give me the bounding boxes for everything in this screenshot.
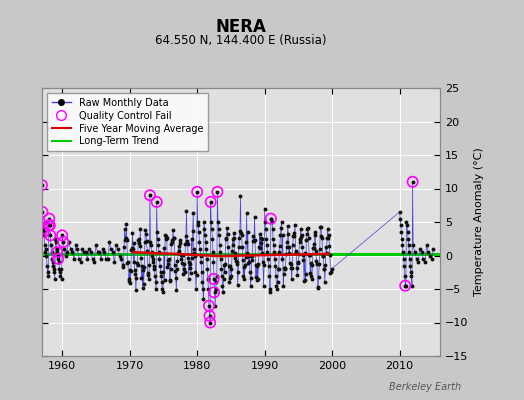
Point — [53, 249, 61, 255]
Point — [206, 319, 214, 326]
Point — [38, 182, 46, 188]
Point — [152, 199, 161, 205]
Point — [45, 222, 53, 228]
Point — [267, 216, 275, 222]
Point — [58, 232, 67, 238]
Point — [193, 189, 201, 195]
Point — [46, 222, 54, 228]
Point — [54, 256, 62, 262]
Point — [39, 229, 48, 235]
Text: 64.550 N, 144.400 E (Russia): 64.550 N, 144.400 E (Russia) — [155, 34, 327, 47]
Point — [45, 216, 53, 222]
Point — [39, 226, 47, 232]
Point — [38, 209, 47, 215]
Point — [209, 276, 217, 282]
Legend: Raw Monthly Data, Quality Control Fail, Five Year Moving Average, Long-Term Tren: Raw Monthly Data, Quality Control Fail, … — [47, 93, 208, 151]
Point — [401, 282, 409, 289]
Point — [205, 302, 213, 309]
Point — [206, 199, 215, 205]
Point — [210, 289, 218, 296]
Point — [59, 239, 68, 245]
Point — [205, 313, 214, 319]
Point — [213, 189, 222, 195]
Text: Berkeley Earth: Berkeley Earth — [389, 382, 461, 392]
Point — [46, 232, 54, 238]
Point — [408, 178, 417, 185]
Text: NERA: NERA — [215, 18, 267, 36]
Y-axis label: Temperature Anomaly (°C): Temperature Anomaly (°C) — [474, 148, 484, 296]
Point — [146, 192, 154, 198]
